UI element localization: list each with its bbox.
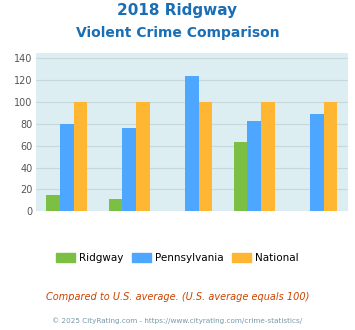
Legend: Ridgway, Pennsylvania, National: Ridgway, Pennsylvania, National bbox=[52, 248, 303, 267]
Bar bbox=[60, 124, 73, 211]
Bar bbox=[122, 128, 136, 211]
Text: © 2025 CityRating.com - https://www.cityrating.com/crime-statistics/: © 2025 CityRating.com - https://www.city… bbox=[53, 317, 302, 324]
Bar bbox=[323, 102, 337, 211]
Bar bbox=[247, 120, 261, 211]
Bar bbox=[261, 102, 275, 211]
Bar bbox=[234, 142, 247, 211]
Text: 2018 Ridgway: 2018 Ridgway bbox=[118, 3, 237, 18]
Bar bbox=[46, 195, 60, 211]
Bar bbox=[185, 76, 198, 211]
Bar bbox=[73, 102, 87, 211]
Bar bbox=[136, 102, 150, 211]
Text: Compared to U.S. average. (U.S. average equals 100): Compared to U.S. average. (U.S. average … bbox=[46, 292, 309, 302]
Bar bbox=[109, 199, 122, 211]
Bar bbox=[310, 114, 323, 211]
Bar bbox=[198, 102, 212, 211]
Text: Violent Crime Comparison: Violent Crime Comparison bbox=[76, 26, 279, 40]
